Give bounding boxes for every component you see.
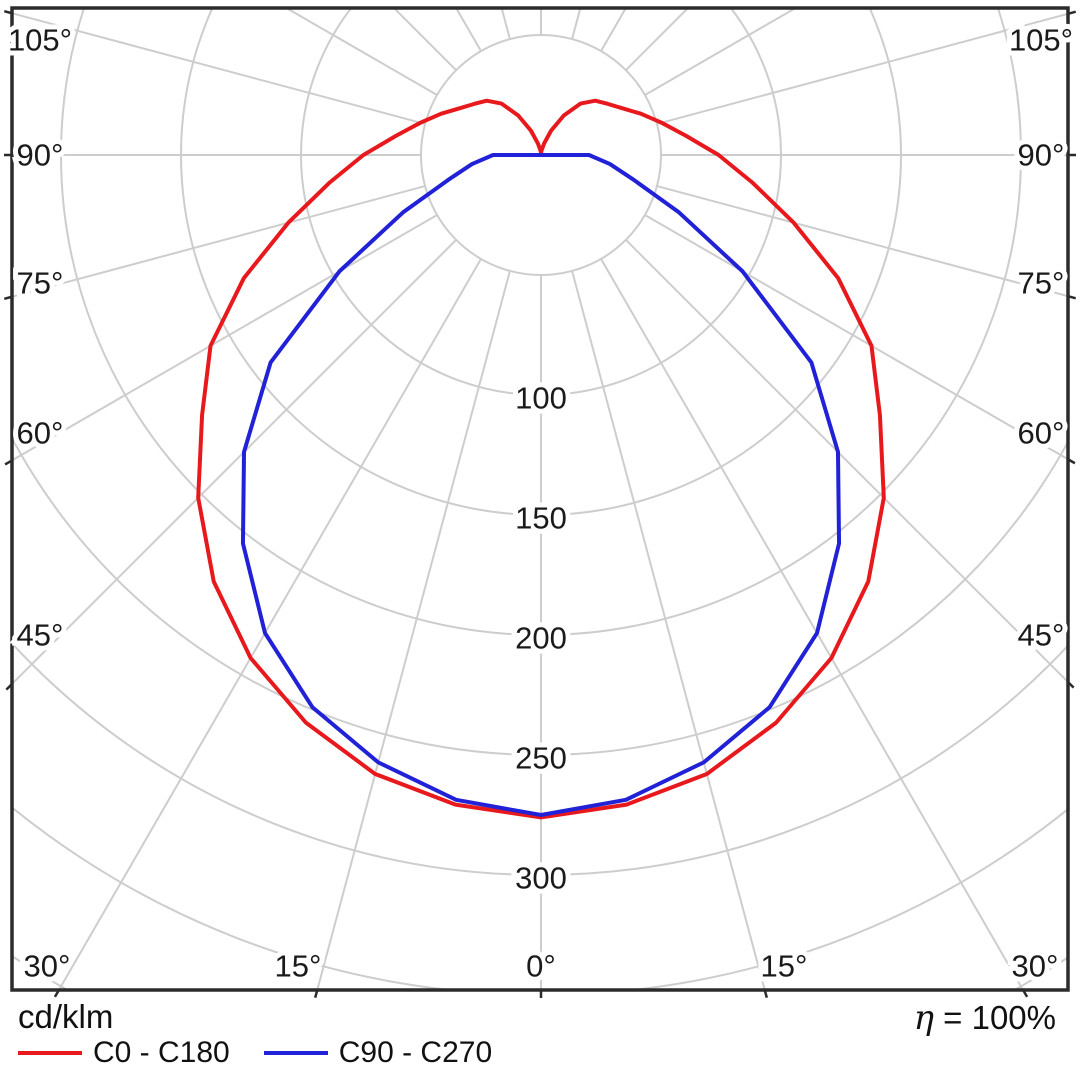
legend: C0 - C180 C90 - C270: [18, 1036, 492, 1070]
eta-symbol: η: [913, 998, 934, 1038]
spoke-210: [455, 9, 482, 52]
spoke-60: [644, 214, 1067, 460]
angle-label-bottom-left-15: 15°: [275, 949, 322, 984]
c0-c180-label: C0 - C180: [93, 1036, 230, 1069]
angle-label-right-105: 105°: [1009, 23, 1073, 58]
spoke-45: [625, 239, 1067, 683]
angle-label-right-45: 45°: [1018, 618, 1065, 653]
angle-label-left-45: 45°: [17, 618, 64, 653]
spoke-195: [500, 9, 511, 40]
c90-c270-swatch: [263, 1051, 328, 1055]
angle-label-bottom-right-30: 30°: [1012, 949, 1059, 984]
spoke-240: [286, 9, 438, 96]
spoke-345: [316, 270, 511, 989]
angle-label-right-60: 60°: [1018, 416, 1065, 451]
spoke-15: [571, 270, 766, 989]
c0-c180-swatch: [18, 1051, 82, 1055]
spoke-30: [600, 258, 1024, 989]
ring-label-250: 250: [515, 741, 567, 776]
angle-label-bottom-right-15: 15°: [761, 949, 808, 984]
curve-c90-c270: [240, 153, 842, 817]
spoke-150: [600, 9, 627, 52]
ring-label-100: 100: [515, 381, 567, 416]
curve-c0-c180: [196, 98, 886, 820]
legend-item-c0-c180: C0 - C180: [18, 1036, 230, 1070]
spoke-300: [13, 214, 438, 461]
spoke-315: [13, 239, 457, 685]
spoke-75: [656, 185, 1067, 297]
plot-border: [10, 6, 1070, 992]
axis-labels: 0° 15° 15° 30° 30° 45° 45° 60° 60° 75° 75° 90° 90° 10…: [3, 18, 1078, 989]
spoke-225: [393, 9, 457, 71]
unit-label: cd/klm: [18, 998, 114, 1035]
angle-label-left-90: 90°: [17, 138, 64, 173]
curves: [196, 98, 886, 820]
ring-label-300: 300: [515, 861, 567, 896]
ring-label-200: 200: [515, 621, 567, 656]
spoke-165: [571, 9, 582, 40]
angle-label-left-75: 75°: [17, 266, 64, 301]
angle-label-right-90: 90°: [1018, 138, 1065, 173]
angle-label-left-60: 60°: [17, 416, 64, 451]
angle-label-left-105: 105°: [8, 23, 72, 58]
legend-item-c90-c270: C90 - C270: [263, 1036, 493, 1070]
spoke-105: [656, 13, 1067, 125]
spoke-120: [644, 9, 796, 96]
ring-label-150: 150: [515, 501, 567, 536]
angle-label-bottom-left-30: 30°: [24, 949, 71, 984]
angle-label-bottom-0: 0°: [526, 949, 556, 984]
spoke-255: [13, 12, 426, 125]
angle-label-right-75: 75°: [1018, 266, 1065, 301]
spoke-135: [625, 9, 689, 71]
spoke-330: [58, 258, 482, 989]
efficiency-label: η = 100%: [914, 998, 1056, 1038]
efficiency-value: = 100%: [943, 999, 1056, 1036]
c90-c270-label: C90 - C270: [338, 1036, 493, 1069]
spoke-285: [13, 185, 426, 298]
